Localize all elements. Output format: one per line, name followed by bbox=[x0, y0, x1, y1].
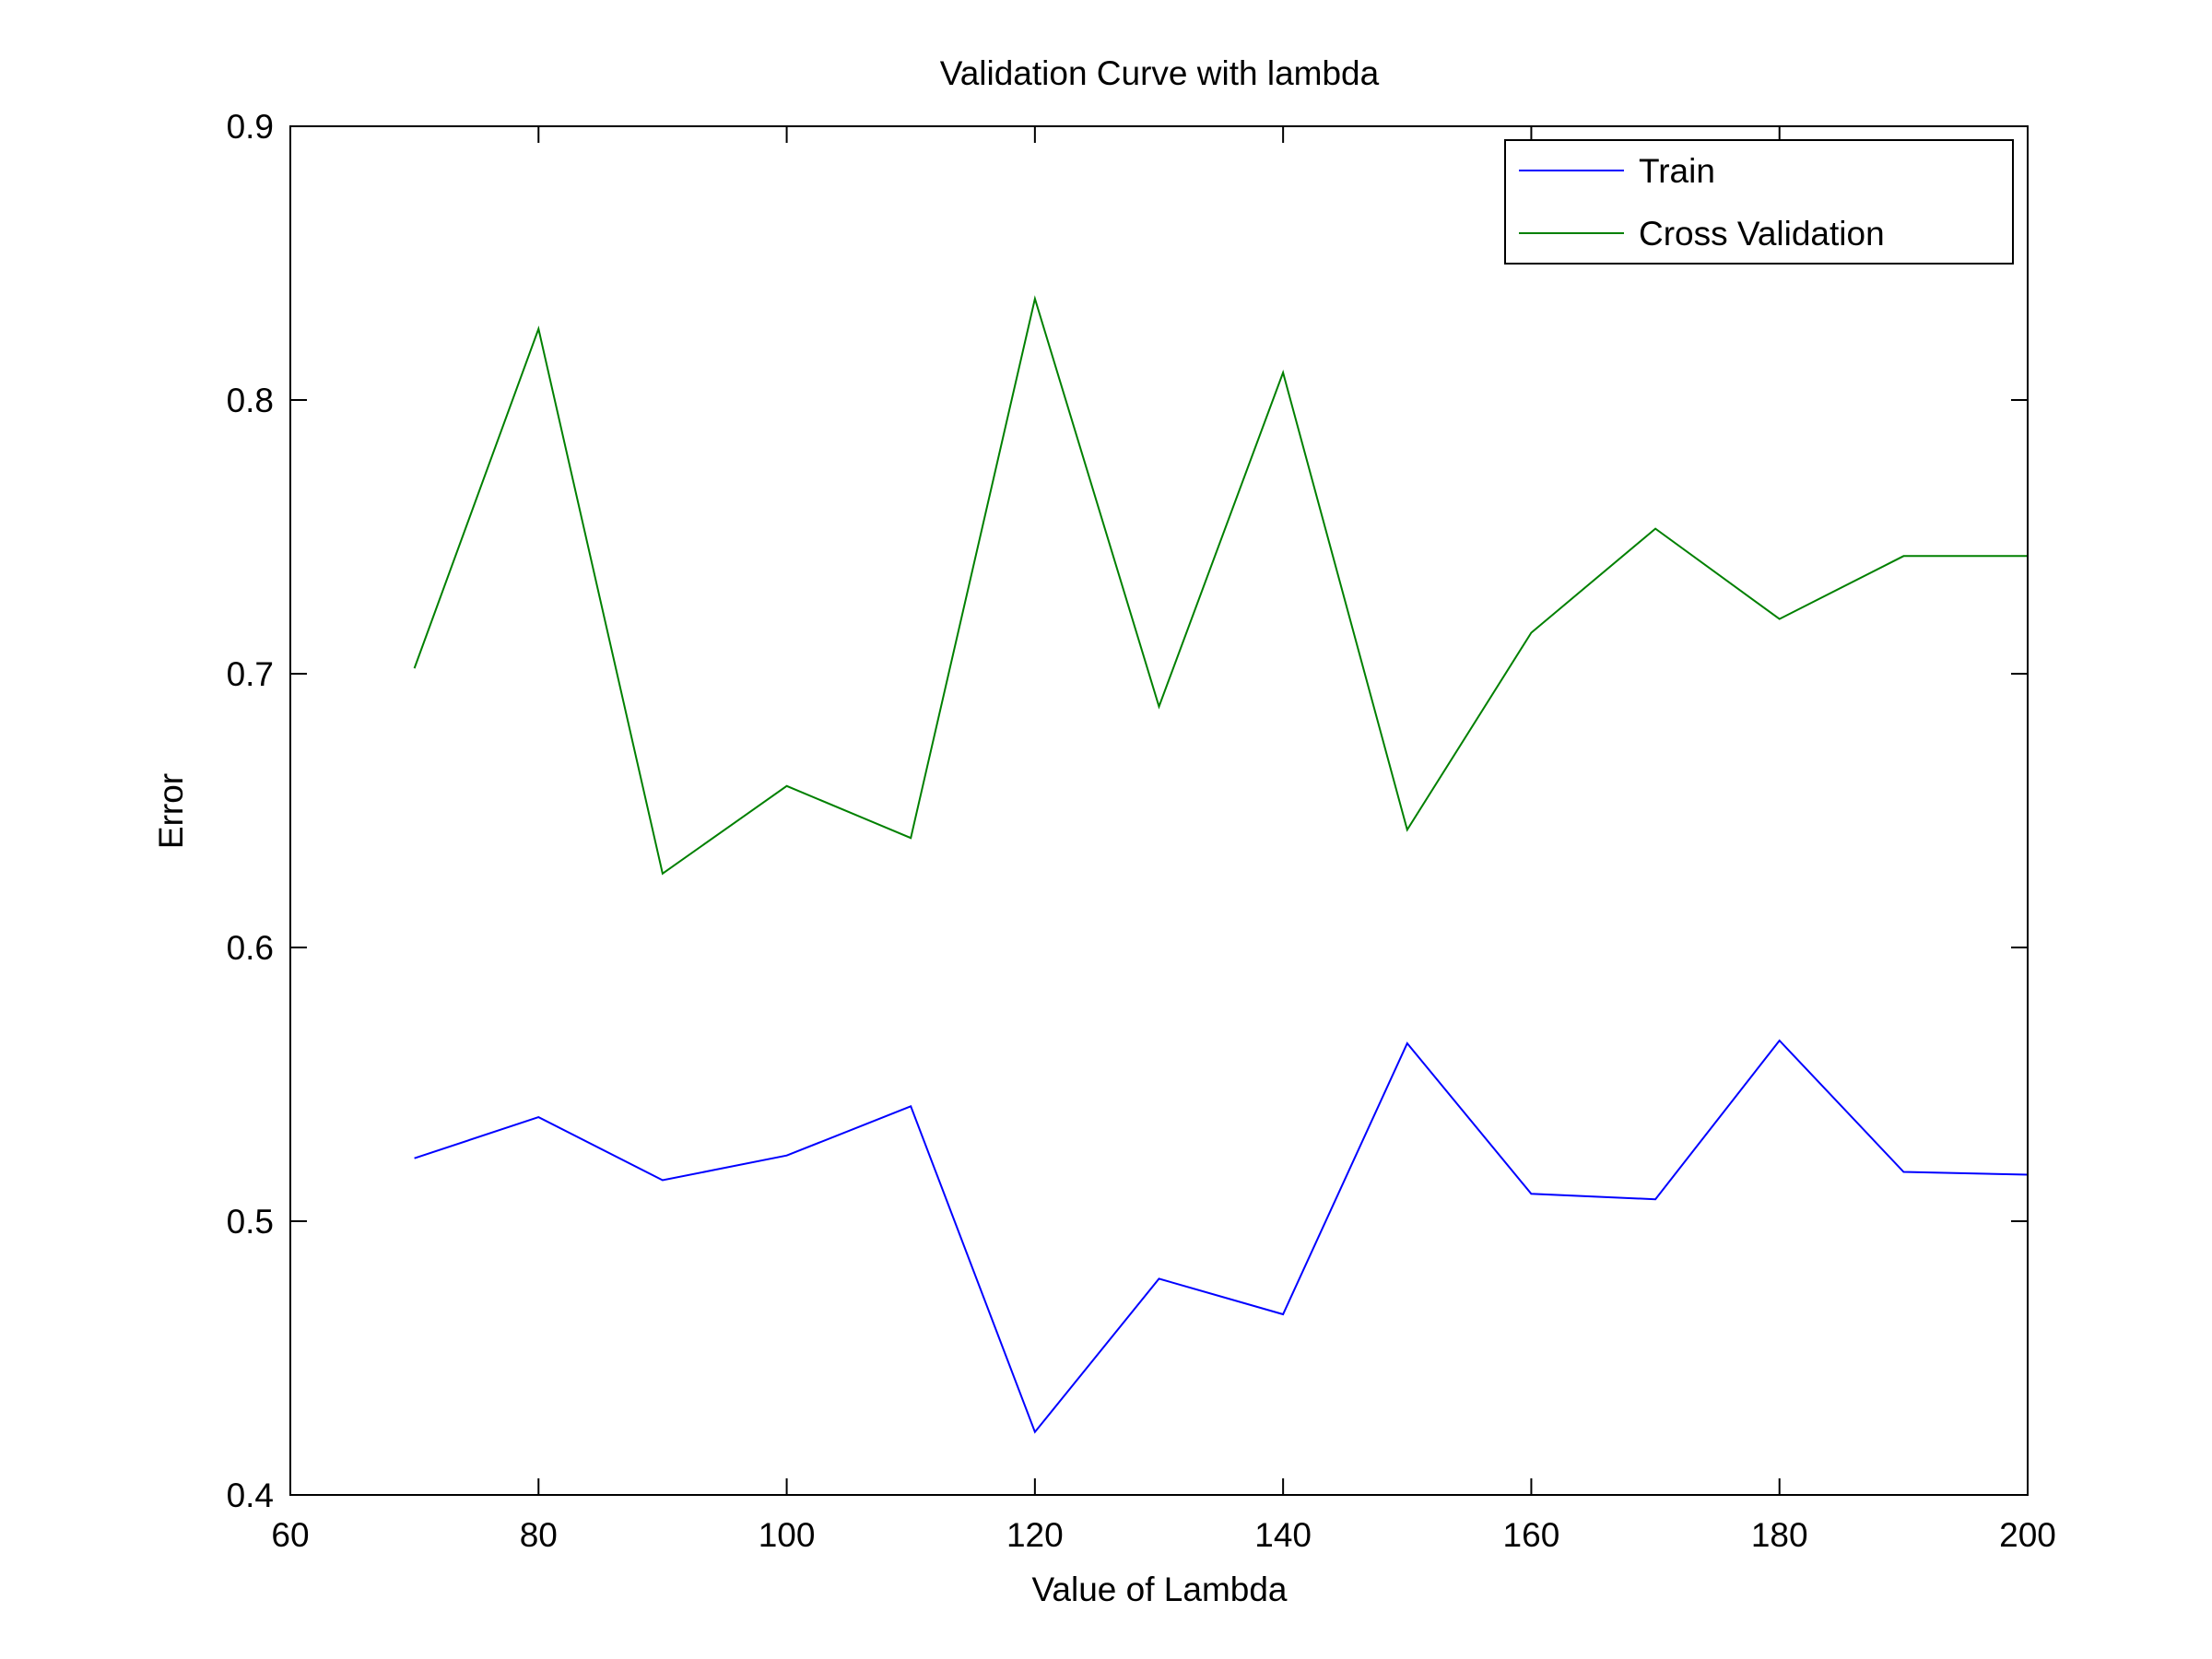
x-tick-label: 180 bbox=[1751, 1516, 1808, 1554]
y-tick-label: 0.8 bbox=[227, 382, 274, 419]
y-tick-label: 0.4 bbox=[227, 1477, 274, 1514]
series-line-1 bbox=[413, 295, 2028, 876]
y-axis-label: Error bbox=[152, 773, 190, 849]
legend-box bbox=[1504, 139, 2014, 265]
x-tick-label: 160 bbox=[1503, 1516, 1560, 1554]
plot-frame bbox=[289, 125, 2029, 1496]
legend: Train Cross Validation bbox=[1504, 139, 2014, 265]
x-tick-label: 200 bbox=[1999, 1516, 2056, 1554]
y-tick-label: 0.6 bbox=[227, 929, 274, 967]
x-tick-label: 80 bbox=[520, 1516, 558, 1554]
y-tick-label: 0.5 bbox=[227, 1203, 274, 1241]
legend-label-1: Cross Validation bbox=[1639, 215, 1885, 253]
x-axis-label: Value of Lambda bbox=[1031, 1571, 1287, 1608]
x-tick-label: 140 bbox=[1254, 1516, 1312, 1554]
series-line-0 bbox=[414, 1039, 2029, 1434]
x-tick-label: 100 bbox=[759, 1516, 816, 1554]
x-tick-label: 60 bbox=[271, 1516, 309, 1554]
chart-title: Validation Curve with lambda bbox=[940, 54, 1380, 92]
y-tick-label: 0.7 bbox=[227, 655, 274, 693]
legend-items: Train Cross Validation bbox=[1519, 152, 1885, 253]
x-tick-label: 120 bbox=[1006, 1516, 1064, 1554]
legend-label-0: Train bbox=[1639, 152, 1715, 190]
ticks-layer: 60 80 100 120 140 160 180 200 0.4 0.5 0.6 0.7 0.8 0.9 bbox=[227, 108, 2056, 1554]
series-layer bbox=[413, 295, 2029, 1434]
y-tick-label: 0.9 bbox=[227, 108, 274, 146]
